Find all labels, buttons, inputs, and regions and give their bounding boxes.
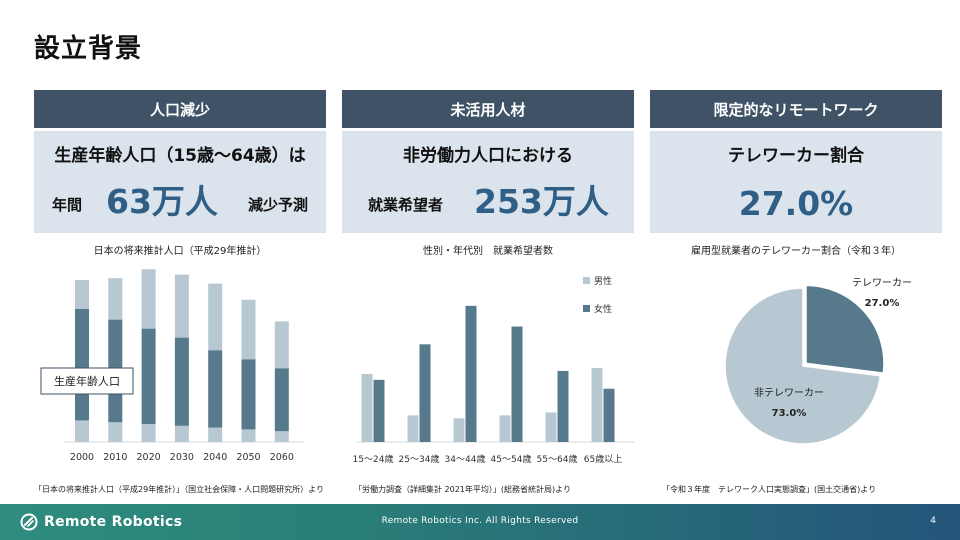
footer-logo: Remote Robotics <box>20 513 182 531</box>
bar-segment <box>274 431 289 442</box>
legend-swatch <box>583 305 590 312</box>
callout-box <box>40 367 134 395</box>
population-stacked-bar-chart: 2000 2010 2020 2030 2040 2050 2060 生産年齢人口 <box>40 269 304 463</box>
column-header-untapped: 未活用人材 <box>342 90 634 128</box>
bar-segment <box>75 308 89 421</box>
bar-segment <box>174 274 189 338</box>
bar-segment <box>141 269 156 329</box>
bar-segment <box>241 299 256 360</box>
x-tick-label: 2010 <box>103 452 127 463</box>
bar <box>545 412 557 442</box>
bar <box>373 379 385 442</box>
stat-prefix: 就業希望者 <box>368 196 444 214</box>
bar-segment <box>108 422 123 442</box>
stat-box-population: 生産年齢人口（15歳〜64歳）は 年間 63万人 減少予測 <box>34 131 326 233</box>
bar <box>465 305 477 442</box>
pie-label: テレワーカー <box>852 277 912 289</box>
bar <box>453 418 465 442</box>
bar <box>511 326 523 442</box>
stat-box-untapped: 非労働力人口における 就業希望者 253万人 <box>342 131 634 233</box>
source-note-population: 「日本の将来推計人口（平成29年推計）」（国立社会保障・人口問題研究所）より <box>34 485 325 494</box>
x-tick-label: 2020 <box>137 452 161 463</box>
bar-segment <box>208 350 223 428</box>
bar-segment <box>241 359 256 430</box>
stat-description: テレワーカー割合 <box>728 146 864 166</box>
bar <box>407 415 419 442</box>
bar-segment <box>241 429 256 442</box>
bar-segment <box>108 278 123 320</box>
bar <box>603 388 615 442</box>
x-tick-label: 25〜34歳 <box>399 453 440 465</box>
x-tick-label: 34〜44歳 <box>445 453 486 465</box>
x-tick-label: 2000 <box>70 452 94 463</box>
pie-slice <box>805 284 885 374</box>
bar-segment <box>174 425 189 442</box>
stat-description: 生産年齢人口（15歳〜64歳）は <box>54 146 306 166</box>
x-tick-label: 2060 <box>270 452 294 463</box>
page-number: 4 <box>930 516 936 526</box>
slide-title: 設立背景 <box>34 34 143 64</box>
pie-slice <box>724 287 882 445</box>
bar-segment <box>208 427 223 442</box>
footer-copyright: Remote Robotics Inc. All Rights Reserved <box>381 516 579 526</box>
source-note-jobseekers: 「労働力調査（詳細集計 2021年平均）」(総務省統計局)より <box>354 485 571 494</box>
bar <box>499 415 511 442</box>
x-tick-label: 15〜24歳 <box>353 453 394 465</box>
bar-segment <box>141 424 156 442</box>
bar-segment <box>141 328 156 424</box>
x-tick-label: 65歳以上 <box>584 453 622 465</box>
bar-segment <box>75 280 89 309</box>
bar <box>361 373 373 442</box>
x-tick-label: 2050 <box>236 452 260 463</box>
pie-value: 27.0% <box>865 298 900 309</box>
chart-title-population: 日本の将来推計人口（平成29年推計） <box>93 246 267 257</box>
teleworker-pie-chart: テレワーカー 27.0% 非テレワーカー 73.0% <box>724 277 912 445</box>
x-tick-label: 45〜54歳 <box>491 453 532 465</box>
chart-title-teleworker: 雇用型就業者のテレワーカー割合（令和３年） <box>691 246 901 257</box>
bar-segment <box>208 283 223 351</box>
stat-box-remote: テレワーカー割合 27.0% <box>650 131 942 233</box>
legend-label: 女性 <box>594 303 612 315</box>
pie-label: 非テレワーカー <box>754 387 824 399</box>
x-tick-label: 2040 <box>203 452 227 463</box>
callout-label: 生産年齢人口 <box>54 374 120 388</box>
x-tick-label: 55〜64歳 <box>537 453 578 465</box>
column-header-remote: 限定的なリモートワーク <box>650 90 942 128</box>
footer-logo-text: Remote Robotics <box>44 514 183 530</box>
bar <box>419 344 431 442</box>
stat-suffix: 減少予測 <box>247 196 308 214</box>
legend-swatch <box>583 277 590 284</box>
bar-segment <box>75 420 89 442</box>
stat-value: 27.0% <box>738 184 854 223</box>
source-note-teleworker: 「令和３年度 テレワーク人口実態調査」(国土交通省)より <box>662 485 877 494</box>
bar <box>591 368 603 442</box>
column-header-population: 人口減少 <box>34 90 326 128</box>
bar-segment <box>174 337 189 426</box>
x-tick-label: 2030 <box>170 452 194 463</box>
pie-value: 73.0% <box>772 408 807 419</box>
bar-segment <box>274 321 289 369</box>
chart-title-jobseekers: 性別・年代別 就業希望者数 <box>423 246 553 257</box>
stat-value: 253万人 <box>474 182 609 221</box>
bar-segment <box>274 368 289 432</box>
footer-bar: Remote Robotics Remote Robotics Inc. All… <box>0 504 960 540</box>
bar <box>557 370 569 442</box>
legend-label: 男性 <box>594 275 612 287</box>
stat-prefix: 年間 <box>52 196 83 214</box>
stat-value: 63万人 <box>106 182 218 221</box>
logo-icon <box>20 513 38 531</box>
stat-description: 非労働力人口における <box>403 146 573 166</box>
